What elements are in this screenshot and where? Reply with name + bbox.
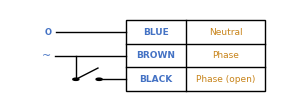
- Bar: [126, 20, 266, 91]
- Circle shape: [73, 78, 79, 80]
- Text: Neutral: Neutral: [209, 28, 242, 37]
- Text: ~: ~: [42, 51, 51, 61]
- Text: BROWN: BROWN: [136, 51, 175, 60]
- Text: BLACK: BLACK: [139, 75, 172, 84]
- Circle shape: [96, 78, 102, 80]
- Text: Phase: Phase: [212, 51, 239, 60]
- Text: O: O: [44, 28, 52, 37]
- Text: Phase (open): Phase (open): [196, 75, 255, 84]
- Text: BLUE: BLUE: [143, 28, 169, 37]
